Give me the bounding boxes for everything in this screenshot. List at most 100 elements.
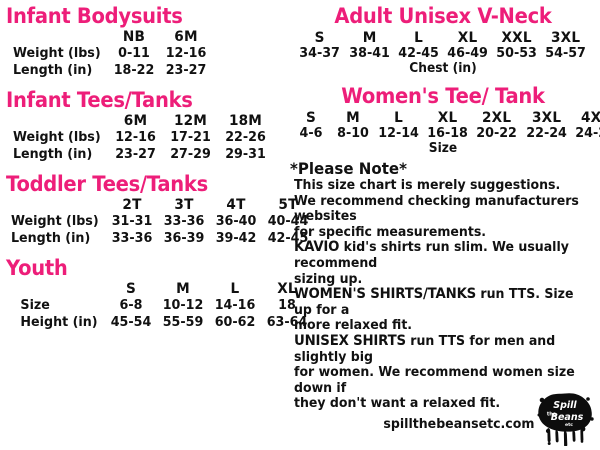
column-header: XL [277,281,297,297]
cell-value: 8-10 [337,125,369,141]
row-label: Length (in) [12,146,93,162]
cell-value: 16-18 [427,125,469,141]
note-emphasis: UNISEX SHIRTS [294,332,406,349]
cell-value: 33-36 [111,230,153,246]
note-body: This size chart is merely suggestions. We… [294,178,579,412]
cell-value: 42-45 [267,230,309,246]
row-label: Weight (lbs) [12,45,101,61]
column-header: L [413,30,423,46]
cell-value: 24-26 [575,125,600,141]
table-row: 4-6 8-10 12-14 16-18 20-22 22-24 24-26 [290,126,600,141]
table-row: Length (in) 18-22 23-27 [10,62,212,79]
column-header: NB [123,29,146,45]
spill-the-beans-logo: Spill the Beans etc [536,392,594,447]
cell-value: 0-11 [118,45,151,61]
cell-value: 14-16 [214,297,256,313]
cell-value: 45-54 [110,314,152,330]
note-line: We recommend checking manufacturers webs… [294,193,579,225]
cell-value: 23-27 [115,146,157,162]
column-header: M [176,281,190,297]
cell-value: 18-22 [113,62,155,78]
note-line: WOMEN'S SHIRTS/TANKS run TTS. Size up fo… [294,286,574,318]
column-header: S [315,30,326,46]
right-column: Adult Unisex V-Neck S M L XL XXL 3XL 34-… [290,4,600,412]
table-row: Length (in) 23-27 27-29 29-31 [10,146,273,163]
table-row: Length (in) 33-36 36-39 39-42 42-45 [8,230,314,247]
cell-value: 42-45 [398,45,439,61]
section-title-womens-tee-tank: Women's Tee/ Tank [341,84,545,108]
caption-size: Size [428,141,458,156]
note-emphasis: WOMEN'S SHIRTS/TANKS [294,286,477,303]
note-line: UNISEX SHIRTS run TTS for men and slight… [294,332,556,365]
header-spacer [11,198,103,213]
section-youth: Youth S M L XL Size 6-8 10-12 14-16 18 [6,256,307,331]
cell-value: 31-31 [111,213,153,229]
logo-text-etc: etc [565,422,573,428]
table-infant-bodysuits: NB 6M Weight (lbs) 0-11 12-16 Length (in… [10,30,212,79]
column-header: 18M [229,113,263,129]
column-header: L [394,110,404,126]
cell-value: 22-24 [525,125,567,141]
cell-value: 34-37 [299,45,341,61]
section-adult-unisex-vneck: Adult Unisex V-Neck S M L XL XXL 3XL 34-… [290,4,596,76]
header-spacer [13,114,105,129]
table-womens-tee-tank: S M L XL 2XL 3XL 4XL 4-6 8-10 12-14 16-1… [290,111,600,141]
note-line: This size chart is merely suggestions. [294,178,561,193]
table-row: Height (in) 45-54 55-59 60-62 63-64 [12,314,313,331]
cell-value: 12-14 [378,125,419,141]
column-header: XXL [501,30,532,46]
column-header: XL [457,30,478,46]
column-header: 3XL [531,110,561,126]
note-line: they don't want a relaxed fit. [294,396,501,412]
cell-value: 12-16 [165,45,207,61]
row-label: Length (in) [12,62,93,78]
section-title-infant-tees-tanks: Infant Tees/Tanks [6,88,193,112]
section-title-adult-unisex-vneck: Adult Unisex V-Neck [334,4,552,28]
table-row: Weight (lbs) 31-31 33-36 36-40 40-44 [8,213,314,230]
note-line: sizing up. [294,271,363,287]
column-header: M [362,30,377,46]
column-header: 3XL [551,30,581,46]
cell-value: 39-42 [215,230,257,246]
column-header: XL [437,110,458,126]
table-header-row: S M L XL 2XL 3XL 4XL [290,111,600,126]
footer: spillthebeansetc.com [290,390,596,447]
logo-text-spill: Spill [553,400,577,411]
note-line: KAVIO kid's shirts run slim. We usually … [294,239,569,271]
section-title-toddler-tees-tanks: Toddler Tees/Tanks [6,172,208,196]
table-infant-tees-tanks: 6M 12M 18M Weight (lbs) 12-16 17-21 22-2… [10,114,273,163]
column-header: 6M [124,113,148,129]
cell-value: 46-49 [447,45,488,61]
cell-value: 63-64 [266,314,308,330]
table-header-row: NB 6M [10,30,212,45]
row-label: Height (in) [20,314,98,330]
column-header: S [305,110,317,126]
column-header: M [346,110,360,126]
table-row: Size 6-8 10-12 14-16 18 [12,297,313,314]
cell-value: 23-27 [165,62,207,78]
column-header: 6M [174,29,199,45]
row-label: Size [20,297,50,313]
header-spacer [15,282,103,297]
table-header-row: S M L XL XXL 3XL [295,31,590,46]
note-line: for specific measurements. [294,224,487,240]
column-header: 5T [278,197,298,213]
note-line: for women. We recommend women size down … [294,365,575,396]
section-please-note: *Please Note* This size chart is merely … [290,159,596,412]
table-row: Weight (lbs) 12-16 17-21 22-26 [10,129,273,146]
cell-value: 29-31 [225,146,267,162]
section-womens-tee-tank: Women's Tee/ Tank S M L XL 2XL 3XL 4XL 4… [290,84,600,156]
cell-value: 6-8 [119,297,143,313]
section-toddler-tees-tanks: Toddler Tees/Tanks 2T 3T 4T 5T Weight (l… [6,172,309,247]
row-label: Weight (lbs) [10,213,99,229]
cell-value: 10-12 [162,297,204,313]
section-infant-tees-tanks: Infant Tees/Tanks 6M 12M 18M Weight (lbs… [6,88,288,163]
section-infant-bodysuits: Infant Bodysuits NB 6M Weight (lbs) 0-11… [6,4,288,79]
section-title-youth: Youth [6,256,68,280]
table-header-row: 2T 3T 4T 5T [8,198,314,213]
cell-value: 20-22 [476,125,518,141]
table-header-row: S M L XL [12,282,313,297]
column-header: 12M [174,113,208,129]
website-url[interactable]: spillthebeansetc.com [382,416,534,432]
